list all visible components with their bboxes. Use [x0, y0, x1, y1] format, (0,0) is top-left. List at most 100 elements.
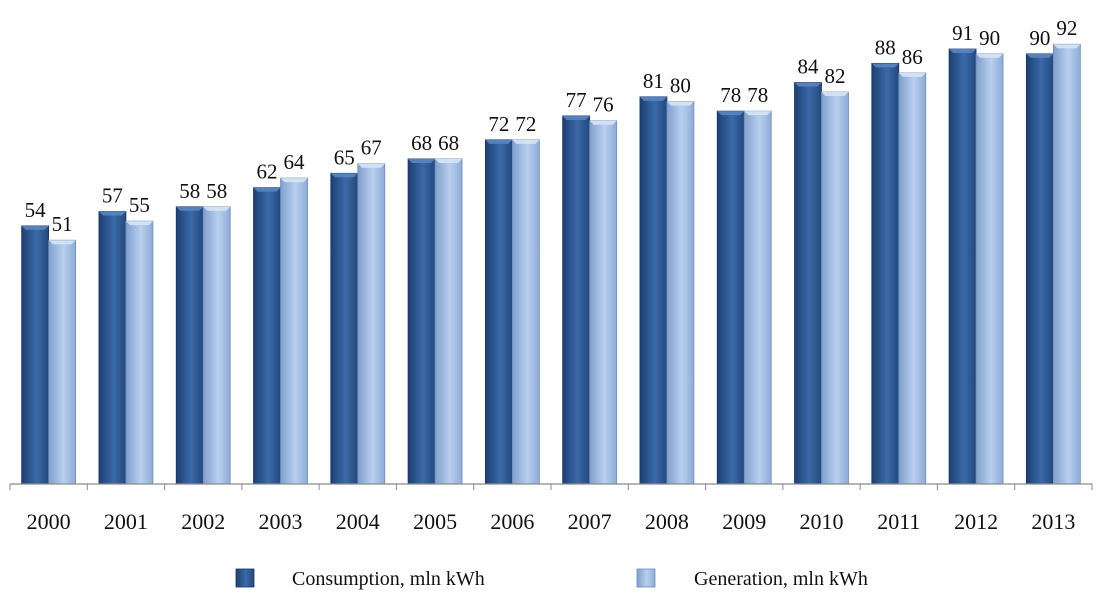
bar-bevel-2009-0: [717, 111, 745, 116]
bar-generation-2011: [898, 72, 927, 485]
bar-bevel-2012-1: [976, 53, 1004, 58]
bar-bevel-2006-0: [485, 139, 513, 144]
bar-bevel-2003-1: [280, 178, 308, 183]
bar-consumption-2006: [484, 139, 513, 485]
bar-bevel-2007-0: [562, 115, 590, 120]
bar-generation-2002: [202, 206, 231, 485]
data-label-consumption-2003: 62: [257, 160, 278, 184]
data-label-generation-2004: 67: [361, 136, 382, 160]
bar-generation-2006: [511, 139, 540, 485]
data-label-consumption-2012: 91: [952, 21, 973, 45]
bar-bevel-2000-1: [48, 240, 76, 245]
bar-generation-2008: [666, 101, 695, 485]
bar-bevel-2006-1: [512, 139, 540, 144]
bar-generation-2007: [589, 120, 618, 485]
bar-bevel-2005-0: [408, 158, 436, 163]
bar-bevel-2005-1: [435, 158, 463, 163]
bar-consumption-2002: [175, 206, 204, 485]
x-tick-label-2000: 2000: [27, 509, 71, 534]
bar-bevel-2013-1: [1053, 44, 1081, 49]
data-label-generation-2009: 78: [747, 83, 768, 107]
bar-bevel-2009-1: [744, 111, 772, 116]
bar-consumption-2013: [1025, 53, 1054, 485]
bar-bevel-2010-0: [794, 82, 822, 87]
x-tick-label-2004: 2004: [336, 509, 380, 534]
data-label-consumption-2000: 54: [25, 198, 47, 222]
bar-consumption-2001: [98, 211, 127, 485]
x-tick-label-2012: 2012: [954, 509, 998, 534]
bar-generation-2012: [975, 53, 1004, 485]
bar-bevel-2003-0: [253, 187, 281, 192]
legend-swatch-consumption: [235, 568, 255, 588]
bar-consumption-2003: [253, 187, 281, 485]
bar-bevel-2008-1: [666, 101, 694, 106]
bar-bevel-2001-0: [98, 211, 126, 216]
legend: Consumption, mln kWh Generation, mln kWh: [235, 568, 868, 590]
data-label-generation-2013: 92: [1056, 16, 1077, 40]
data-label-consumption-2008: 81: [643, 69, 664, 93]
legend-label-generation: Generation, mln kWh: [694, 568, 868, 590]
bar-generation-2004: [357, 163, 386, 485]
data-label-generation-2001: 55: [129, 193, 150, 217]
data-label-generation-2011: 86: [902, 45, 923, 69]
x-axis: 2000 2001 2002 2003 2004 2005 2006 2007 2008 2009…: [9, 483, 1093, 534]
data-label-generation-2006: 72: [515, 112, 536, 136]
data-label-consumption-2006: 72: [488, 112, 509, 136]
bar-bevel-2000-0: [21, 225, 49, 230]
data-label-generation-2000: 51: [52, 212, 73, 236]
data-label-consumption-2007: 77: [566, 88, 587, 112]
bar-generation-2010: [821, 91, 849, 485]
x-tick-label-2003: 2003: [259, 509, 303, 534]
bar-consumption-2007: [562, 115, 591, 485]
data-label-generation-2007: 76: [593, 93, 614, 117]
bar-generation-2009: [743, 110, 772, 485]
bar-bevel-2002-1: [203, 206, 231, 211]
bar-consumption-2011: [871, 62, 900, 485]
bar-consumption-2005: [407, 158, 436, 485]
data-label-generation-2002: 58: [206, 179, 227, 203]
bars-layer: [21, 43, 1081, 485]
data-label-consumption-2005: 68: [411, 131, 432, 155]
data-label-generation-2010: 82: [825, 64, 846, 88]
bar-generation-2013: [1052, 43, 1081, 485]
x-tick-label-2009: 2009: [722, 509, 766, 534]
bar-bevel-2013-0: [1026, 53, 1054, 58]
bar-bevel-2001-1: [125, 221, 153, 226]
legend-label-consumption: Consumption, mln kWh: [292, 568, 485, 590]
x-tick-label-2005: 2005: [413, 509, 457, 534]
bar-consumption-2009: [716, 110, 745, 485]
data-label-consumption-2010: 84: [798, 54, 820, 78]
bar-consumption-2012: [948, 48, 977, 485]
bar-bevel-2004-1: [357, 163, 385, 168]
bar-generation-2001: [125, 220, 154, 485]
x-tick-label-2013: 2013: [1031, 509, 1075, 534]
x-tick-label-2011: 2011: [877, 509, 920, 534]
bar-consumption-2004: [330, 172, 359, 485]
bar-bevel-2008-0: [639, 96, 667, 101]
bar-bevel-2011-1: [898, 72, 926, 77]
data-label-consumption-2011: 88: [875, 35, 896, 59]
bar-consumption-2008: [639, 96, 668, 485]
x-tick-label-2001: 2001: [104, 509, 148, 534]
legend-swatch-generation: [636, 568, 656, 588]
bar-generation-2005: [434, 158, 463, 485]
bar-generation-2000: [48, 239, 77, 485]
bar-consumption-2010: [794, 82, 822, 485]
bar-bevel-2007-1: [589, 120, 617, 125]
bar-bevel-2012-0: [949, 49, 977, 54]
bar-bevel-2002-0: [176, 206, 204, 211]
bar-consumption-2000: [21, 225, 50, 485]
x-tick-label-2007: 2007: [568, 509, 612, 534]
data-label-generation-2003: 64: [284, 150, 306, 174]
x-tick-label-2010: 2010: [800, 509, 844, 534]
data-label-generation-2012: 90: [979, 26, 1000, 50]
data-label-generation-2008: 80: [670, 74, 691, 98]
bar-bevel-2010-1: [821, 92, 849, 97]
x-tick-label-2006: 2006: [490, 509, 534, 534]
bar-bevel-2004-0: [330, 173, 358, 178]
data-label-consumption-2002: 58: [179, 179, 200, 203]
bar-generation-2003: [280, 177, 308, 485]
data-label-consumption-2001: 57: [102, 184, 123, 208]
